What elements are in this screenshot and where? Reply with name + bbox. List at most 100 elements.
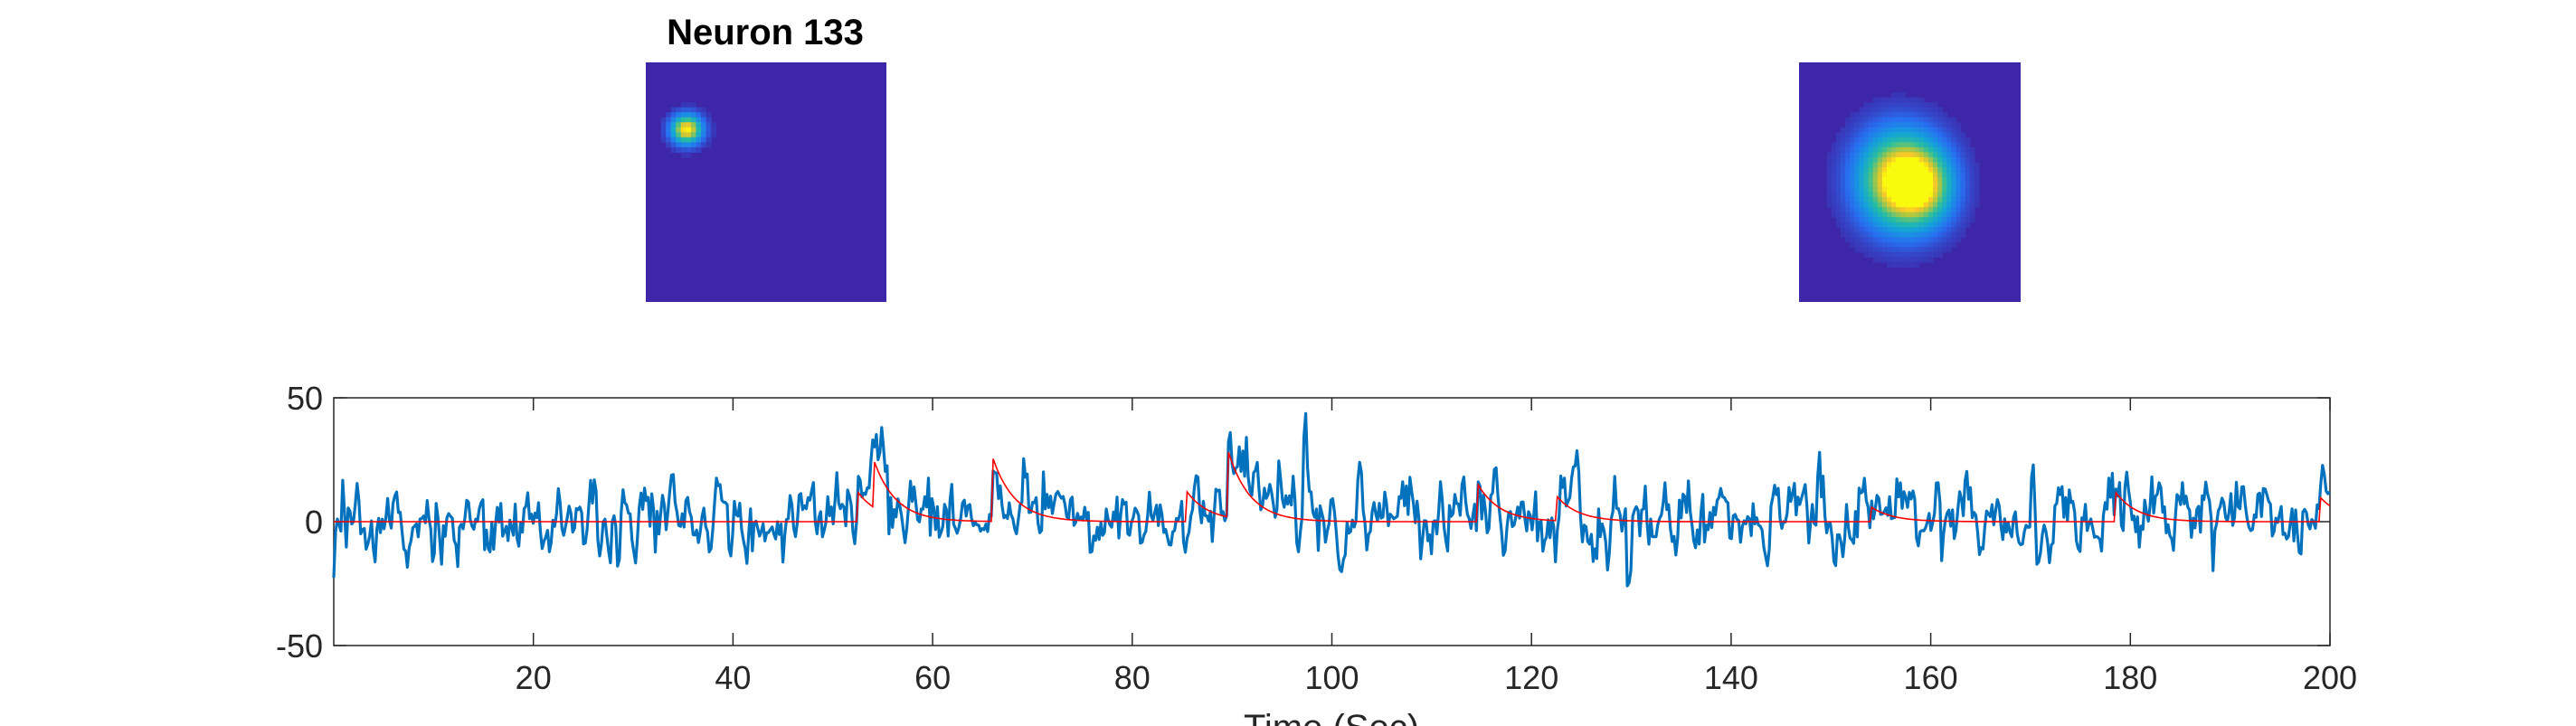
footprint-right-pixel: [1960, 152, 1966, 158]
footprint-right-pixel: [1914, 117, 1920, 123]
footprint-right-pixel: [1933, 197, 1938, 203]
footprint-right-pixel: [1881, 127, 1888, 133]
footprint-right-pixel: [1951, 146, 1957, 153]
footprint-right-pixel: [1960, 146, 1966, 153]
footprint-right-pixel: [1960, 132, 1966, 138]
footprint-right-pixel: [1942, 182, 1947, 188]
footprint-right-pixel: [1927, 217, 1934, 223]
footprint-right-pixel: [1863, 152, 1870, 158]
footprint-right-pixel: [1900, 202, 1906, 208]
footprint-right-pixel: [1918, 217, 1925, 223]
footprint-right-pixel: [1850, 117, 1855, 123]
footprint-right-pixel: [1900, 127, 1906, 133]
footprint-right-pixel: [1909, 142, 1916, 148]
footprint-right-pixel: [1914, 132, 1920, 138]
footprint-right-pixel: [1946, 192, 1953, 198]
footprint-right-pixel: [1886, 217, 1892, 223]
footprint-right-pixel: [1956, 202, 1962, 208]
footprint-right-pixel: [1831, 172, 1837, 178]
footprint-right-pixel: [1951, 132, 1957, 138]
footprint-right-pixel: [1905, 127, 1911, 133]
footprint-right-pixel: [1900, 222, 1906, 228]
footprint-right-pixel: [1956, 222, 1962, 228]
footprint-right-pixel: [1863, 172, 1870, 178]
footprint-right-pixel: [1927, 227, 1934, 233]
footprint-right-pixel: [1937, 182, 1943, 188]
footprint-right-pixel: [1960, 187, 1966, 193]
footprint-right-pixel: [1951, 117, 1957, 123]
footprint-left-pixel: [676, 112, 682, 118]
footprint-right-pixel: [1927, 237, 1934, 243]
footprint-right-pixel: [1914, 231, 1920, 238]
footprint-right-pixel: [1923, 137, 1929, 143]
footprint-left-pixel: [676, 127, 682, 133]
footprint-right-pixel: [1896, 127, 1901, 133]
footprint-right-pixel: [1868, 166, 1874, 174]
footprint-right-pixel: [1937, 176, 1943, 184]
footprint-right-pixel: [1946, 152, 1953, 158]
footprint-right-pixel: [1881, 156, 1888, 164]
footprint-right-pixel: [1951, 212, 1957, 218]
footprint-right-pixel: [1923, 222, 1929, 228]
footprint-right-pixel: [1826, 162, 1833, 168]
footprint-right-pixel: [1923, 237, 1929, 243]
footprint-right-pixel: [1909, 187, 1916, 193]
footprint-right-pixel: [1951, 172, 1957, 178]
footprint-right-pixel: [1886, 257, 1892, 263]
footprint-right-pixel: [1923, 112, 1929, 118]
footprint-right-pixel: [1877, 257, 1883, 263]
footprint-right-pixel: [1965, 142, 1971, 148]
footprint-right-pixel: [1937, 227, 1943, 233]
footprint-right-pixel: [1872, 241, 1879, 248]
footprint-right-pixel: [1942, 137, 1947, 143]
footprint-right-pixel: [1850, 172, 1855, 178]
footprint-right-pixel: [1872, 237, 1879, 243]
footprint-right-pixel: [1937, 207, 1943, 213]
footprint-right-pixel: [1835, 156, 1842, 164]
footprint-right-pixel: [1956, 187, 1962, 193]
footprint-right-pixel: [1900, 261, 1906, 268]
footprint-right-pixel: [1863, 192, 1870, 198]
footprint-right-pixel: [1850, 241, 1855, 248]
footprint-right-pixel: [1927, 152, 1934, 158]
footprint-right-pixel: [1900, 176, 1906, 184]
footprint-right-pixel: [1891, 237, 1897, 243]
footprint-right-pixel: [1965, 197, 1971, 203]
footprint-right-pixel: [1969, 187, 1975, 193]
footprint-right-pixel: [1896, 251, 1901, 258]
footprint-right-pixel: [1974, 187, 1980, 193]
footprint-right-pixel: [1923, 241, 1929, 248]
footprint-right-pixel: [1914, 102, 1920, 108]
footprint-right-pixel: [1914, 107, 1920, 113]
footprint-right-pixel: [1956, 127, 1962, 133]
footprint-right-pixel: [1845, 187, 1851, 193]
footprint-left-pixel: [696, 142, 702, 148]
footprint-right-pixel: [1905, 202, 1911, 208]
footprint-right-pixel: [1854, 152, 1860, 158]
footprint-right-pixel: [1872, 146, 1879, 153]
footprint-right-pixel: [1951, 207, 1957, 213]
footprint-right-pixel: [1881, 247, 1888, 253]
footprint-right-pixel: [1845, 146, 1851, 153]
footprint-right-pixel: [1942, 117, 1947, 123]
footprint-right-pixel: [1863, 176, 1870, 184]
footprint-right-pixel: [1886, 251, 1892, 258]
footprint-right-pixel: [1886, 122, 1892, 128]
footprint-right-pixel: [1946, 162, 1953, 168]
footprint-right-pixel: [1918, 197, 1925, 203]
footprint-right-pixel: [1937, 197, 1943, 203]
footprint-right-pixel: [1905, 166, 1911, 174]
footprint-right-pixel: [1896, 182, 1901, 188]
footprint-right-pixel: [1905, 217, 1911, 223]
footprint-right-pixel: [1927, 176, 1934, 184]
footprint-right-pixel: [1900, 92, 1906, 99]
footprint-right-pixel: [1927, 102, 1934, 108]
footprint-right-pixel: [1951, 231, 1957, 238]
footprint-right-pixel: [1900, 217, 1906, 223]
footprint-right-pixel: [1923, 192, 1929, 198]
footprint-right-pixel: [1872, 197, 1879, 203]
footprint-right-pixel: [1835, 197, 1842, 203]
footprint-right-pixel: [1951, 197, 1957, 203]
footprint-right-pixel: [1905, 251, 1911, 258]
x-tick-label: 60: [914, 659, 951, 696]
